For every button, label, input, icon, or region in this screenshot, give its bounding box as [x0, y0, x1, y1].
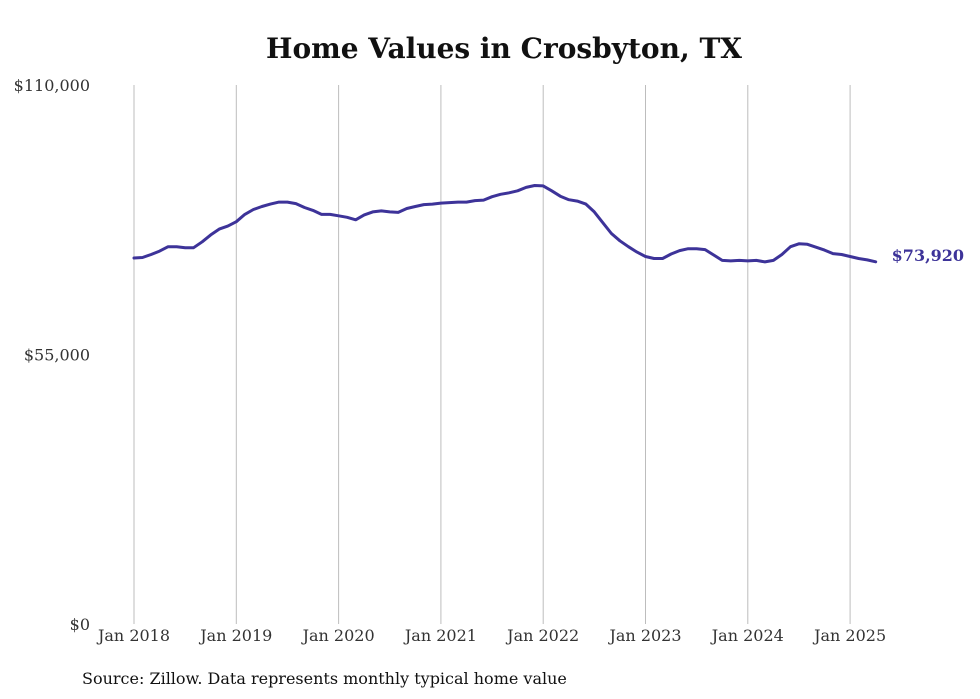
- chart-title: Home Values in Crosbyton, TX: [266, 32, 742, 65]
- x-tick-label: Jan 2020: [301, 626, 375, 645]
- x-tick-label: Jan 2024: [710, 626, 784, 645]
- y-axis-ticks: $0 $55,000 $110,000: [14, 76, 90, 634]
- home-value-line: [132, 184, 878, 264]
- x-axis-ticks: Jan 2018 Jan 2019 Jan 2020 Jan 2021 Jan 2022…: [96, 626, 886, 645]
- source-note: Source: Zillow. Data represents monthly …: [82, 669, 567, 688]
- x-tick-label: Jan 2022: [505, 626, 579, 645]
- latest-value-label: $73,920: [892, 246, 964, 265]
- x-tick-label: Jan 2025: [812, 626, 886, 645]
- y-tick-label: $0: [70, 615, 90, 634]
- x-tick-label: Jan 2019: [198, 626, 272, 645]
- x-tick-label: Jan 2018: [96, 626, 170, 645]
- y-tick-label: $55,000: [24, 346, 90, 365]
- x-tick-label: Jan 2023: [607, 626, 681, 645]
- y-tick-label: $110,000: [14, 76, 90, 95]
- x-tick-label: Jan 2021: [403, 626, 477, 645]
- gridlines: [133, 85, 851, 624]
